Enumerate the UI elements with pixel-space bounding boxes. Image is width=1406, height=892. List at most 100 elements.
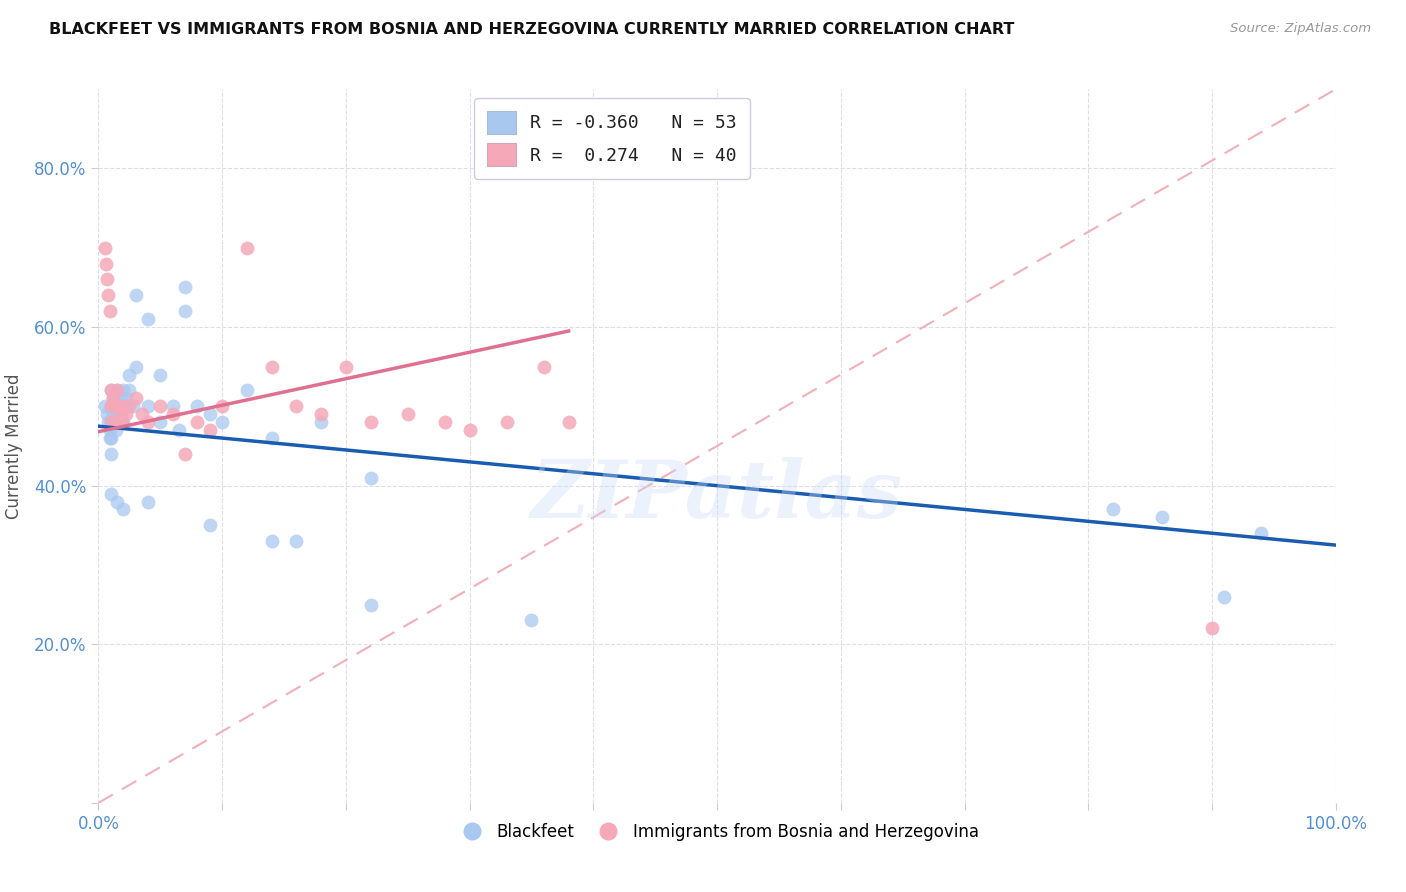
Text: BLACKFEET VS IMMIGRANTS FROM BOSNIA AND HERZEGOVINA CURRENTLY MARRIED CORRELATIO: BLACKFEET VS IMMIGRANTS FROM BOSNIA AND … [49, 22, 1015, 37]
Point [198, 518, 221, 533]
Point [114, 392, 136, 406]
Point [149, 400, 172, 414]
Point [360, 598, 382, 612]
Point [211, 400, 233, 414]
Point [108, 415, 131, 429]
Point [110, 392, 132, 406]
Point [236, 384, 259, 398]
Point [1250, 526, 1272, 541]
Point [118, 384, 141, 398]
Point [100, 384, 122, 398]
Point [93, 241, 115, 255]
Text: Source: ZipAtlas.com: Source: ZipAtlas.com [1230, 22, 1371, 36]
Point [110, 407, 132, 421]
Point [1152, 510, 1174, 524]
Point [105, 400, 128, 414]
Point [1102, 502, 1125, 516]
Point [309, 407, 332, 421]
Point [174, 447, 197, 461]
Point [211, 415, 233, 429]
Point [309, 415, 332, 429]
Point [495, 415, 517, 429]
Point [174, 280, 197, 294]
Point [162, 400, 184, 414]
Point [1201, 621, 1223, 635]
Point [100, 415, 122, 429]
Point [458, 423, 481, 437]
Point [360, 415, 382, 429]
Point [186, 400, 208, 414]
Point [136, 400, 159, 414]
Point [136, 415, 159, 429]
Point [112, 502, 135, 516]
Point [103, 400, 125, 414]
Point [124, 288, 146, 302]
Point [520, 614, 543, 628]
Point [107, 407, 129, 421]
Point [112, 400, 135, 414]
Text: ZIPatlas: ZIPatlas [531, 458, 903, 534]
Point [131, 407, 153, 421]
Point [285, 400, 308, 414]
Point [111, 415, 134, 429]
Point [107, 400, 129, 414]
Point [103, 400, 125, 414]
Point [260, 431, 283, 445]
Point [118, 368, 141, 382]
Point [136, 312, 159, 326]
Point [100, 384, 122, 398]
Point [110, 407, 132, 421]
Point [1213, 590, 1236, 604]
Point [167, 423, 190, 437]
Y-axis label: Currently Married: Currently Married [6, 373, 22, 519]
Point [105, 494, 128, 508]
Point [100, 447, 122, 461]
Point [115, 400, 138, 414]
Point [96, 272, 118, 286]
Point [98, 423, 121, 437]
Point [93, 400, 115, 414]
Point [149, 368, 172, 382]
Point [103, 407, 125, 421]
Point [100, 431, 122, 445]
Point [112, 415, 135, 429]
Point [98, 304, 121, 318]
Legend: Blackfeet, Immigrants from Bosnia and Herzegovina: Blackfeet, Immigrants from Bosnia and He… [449, 817, 986, 848]
Point [396, 407, 419, 421]
Point [100, 400, 122, 414]
Point [136, 494, 159, 508]
Point [186, 415, 208, 429]
Point [97, 415, 120, 429]
Point [360, 471, 382, 485]
Point [236, 241, 259, 255]
Point [533, 359, 555, 374]
Point [285, 534, 308, 549]
Point [260, 534, 283, 549]
Point [104, 423, 127, 437]
Point [124, 392, 146, 406]
Point [111, 415, 134, 429]
Point [149, 415, 172, 429]
Point [198, 407, 221, 421]
Point [98, 431, 121, 445]
Point [174, 304, 197, 318]
Point [112, 400, 135, 414]
Point [114, 407, 136, 421]
Point [100, 400, 122, 414]
Point [162, 407, 184, 421]
Point [97, 288, 120, 302]
Point [112, 384, 135, 398]
Point [96, 407, 118, 421]
Point [118, 400, 141, 414]
Point [105, 384, 128, 398]
Point [103, 415, 125, 429]
Point [198, 423, 221, 437]
Point [100, 486, 122, 500]
Point [100, 415, 122, 429]
Point [103, 392, 125, 406]
Point [557, 415, 579, 429]
Point [104, 415, 127, 429]
Point [105, 384, 128, 398]
Point [103, 392, 125, 406]
Point [122, 400, 145, 414]
